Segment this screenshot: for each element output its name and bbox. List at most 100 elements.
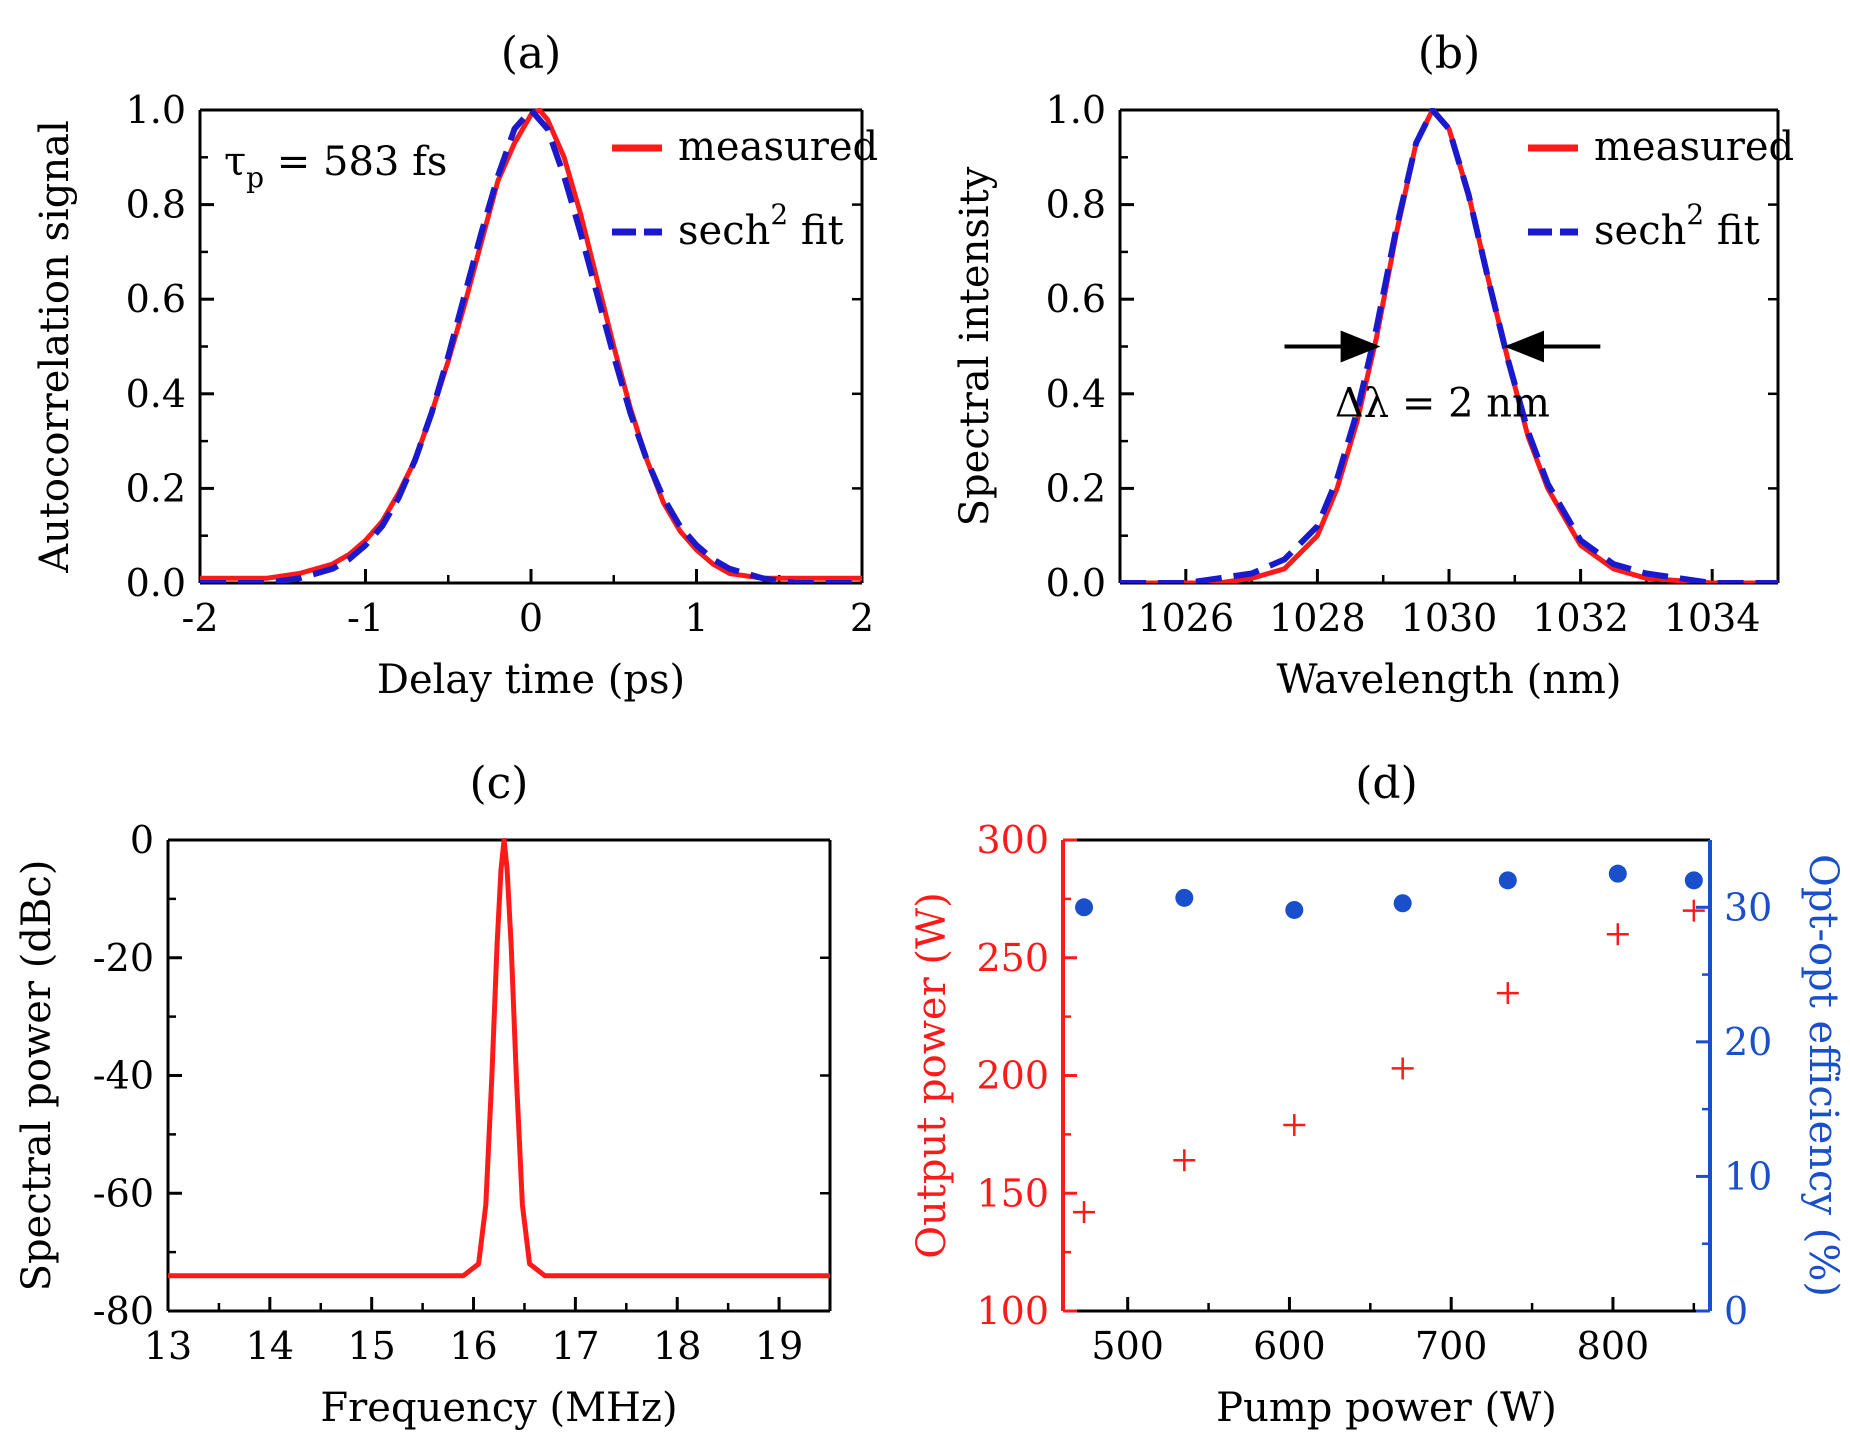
x-tick-label: 1032 (1532, 596, 1629, 640)
x-tick-label: 15 (348, 1324, 396, 1368)
y-tick-label: 0.0 (1046, 561, 1106, 605)
y-axis-label: Spectral intensity (952, 166, 998, 526)
y-tick-label: 0.6 (126, 277, 186, 321)
panel-a: (a) -2 -1 0 1 2 0.0 0.2 0.4 0.6 0.8 1.0 Delay time (… (32, 28, 878, 703)
legend-label: sech2 fit (1594, 198, 1760, 254)
fwhm-annotation: Δλ = 2 nm (1335, 381, 1550, 427)
y-tick-label: 0.8 (1046, 183, 1106, 227)
x-tick-label: 1030 (1401, 596, 1498, 640)
legend-label: measured (678, 124, 878, 170)
x-tick-label: 18 (653, 1324, 701, 1368)
data-point-plus (1682, 899, 1705, 922)
legend-label-sup: 2 (1686, 198, 1704, 231)
x-tick-label: 13 (144, 1324, 192, 1368)
pulse-width-annotation: τp = 583 fs (224, 139, 447, 194)
y-tick-label: -80 (93, 1289, 154, 1333)
y-tick-label: 0 (130, 818, 154, 862)
series-line-measured (168, 838, 830, 1279)
x-tick-label: 1026 (1137, 596, 1234, 640)
x-tick-label: -1 (347, 596, 384, 640)
y-axis-label: Output power (W) (909, 892, 955, 1259)
x-axis-label: Delay time (ps) (377, 657, 685, 703)
data-point-plus (1606, 923, 1629, 946)
y-tick-label: -60 (93, 1171, 154, 1215)
data-point-plus (1391, 1057, 1414, 1080)
data-point-circle (1608, 864, 1627, 883)
y-tick-label: 100 (976, 1289, 1049, 1333)
annotation-sub: p (246, 161, 264, 194)
legend-label-suffix: fit (1704, 208, 1759, 254)
y-right-tick-label: 20 (1724, 1020, 1772, 1064)
panel-title-b: (b) (1418, 28, 1481, 79)
y-tick-label: 200 (976, 1054, 1049, 1098)
legend-label-main: measured (678, 124, 878, 170)
y-tick-label: 1.0 (126, 88, 186, 132)
y-tick-label: 0.2 (126, 466, 186, 510)
x-tick-label: 19 (755, 1324, 803, 1368)
legend-label: measured (1594, 124, 1794, 170)
x-tick-label: 500 (1091, 1324, 1164, 1368)
y-tick-label: -20 (93, 936, 154, 980)
x-axis-label: Pump power (W) (1216, 1385, 1557, 1431)
series-line-measured (1120, 108, 1778, 583)
x-tick-label: -2 (181, 596, 218, 640)
x-tick-label: 17 (551, 1324, 599, 1368)
data-point-circle (1285, 900, 1304, 919)
legend-label-main: measured (1594, 124, 1794, 170)
legend-label-main: sech (1594, 208, 1686, 254)
data-point-plus (1283, 1113, 1306, 1136)
data-point-circle (1684, 871, 1703, 890)
y-tick-label: 0.4 (126, 372, 186, 416)
legend-label-suffix: fit (788, 208, 843, 254)
y-tick-label: 150 (976, 1171, 1049, 1215)
x-tick-label: 1028 (1269, 596, 1366, 640)
y-right-axis-label: Opt-opt efficiency (%) (1800, 854, 1846, 1297)
x-tick-label: 800 (1577, 1324, 1650, 1368)
annotation-text: = 583 fs (264, 139, 447, 185)
y-right-tick-label: 10 (1724, 1154, 1772, 1198)
panel-title-c: (c) (470, 758, 529, 809)
x-tick-label: 0 (519, 596, 543, 640)
y-tick-label: 0.8 (126, 183, 186, 227)
legend-label-sup: 2 (770, 198, 788, 231)
y-tick-label: -40 (93, 1054, 154, 1098)
data-point-plus (1073, 1201, 1096, 1224)
y-tick-label: 0.2 (1046, 466, 1106, 510)
y-tick-label: 0.0 (126, 561, 186, 605)
y-axis-label: Spectral power (dBc) (14, 860, 60, 1292)
data-point-plus (1173, 1149, 1196, 1172)
y-tick-label: 300 (976, 818, 1049, 862)
y-tick-label: 250 (976, 936, 1049, 980)
x-tick-label: 2 (850, 596, 874, 640)
panel-c: (c) 13 14 15 16 17 18 19 -80 -60 -40 -20 0 Frequency … (14, 758, 832, 1431)
data-point-circle (1498, 871, 1517, 890)
data-point-circle (1075, 898, 1094, 917)
series-line-fit (200, 108, 862, 583)
legend-label-main: sech (678, 208, 770, 254)
x-axis-label: Wavelength (nm) (1276, 657, 1621, 703)
data-point-plus (1496, 982, 1519, 1005)
legend-label: sech2 fit (678, 198, 844, 254)
y-right-tick-label: 0 (1724, 1289, 1748, 1333)
x-axis-label: Frequency (MHz) (320, 1385, 677, 1431)
series-line-fit (1120, 108, 1778, 583)
panel-title-d: (d) (1355, 758, 1418, 809)
panel-d: (d) 500 600 700 800 100 150 200 250 300 0 10 20 30 Opt… (909, 758, 1846, 1431)
y-axis-label: Autocorrelation signal (32, 120, 78, 574)
x-tick-label: 1034 (1664, 596, 1761, 640)
x-tick-label: 14 (246, 1324, 294, 1368)
y-right-tick-label: 30 (1724, 885, 1772, 929)
data-point-circle (1393, 894, 1412, 913)
annotation-symbol: τ (224, 139, 246, 185)
y-tick-label: 1.0 (1046, 88, 1106, 132)
data-point-circle (1175, 888, 1194, 907)
y-tick-label: 0.6 (1046, 277, 1106, 321)
x-tick-label: 700 (1415, 1324, 1488, 1368)
x-tick-label: 600 (1253, 1324, 1326, 1368)
panel-b: (b) 1026 1028 1030 1032 1034 0.0 0.2 0.4 0.6 0.8 1.… (952, 28, 1794, 703)
x-tick-label: 16 (449, 1324, 497, 1368)
y-tick-label: 0.4 (1046, 372, 1106, 416)
panel-title-a: (a) (501, 28, 562, 79)
x-tick-label: 1 (684, 596, 708, 640)
